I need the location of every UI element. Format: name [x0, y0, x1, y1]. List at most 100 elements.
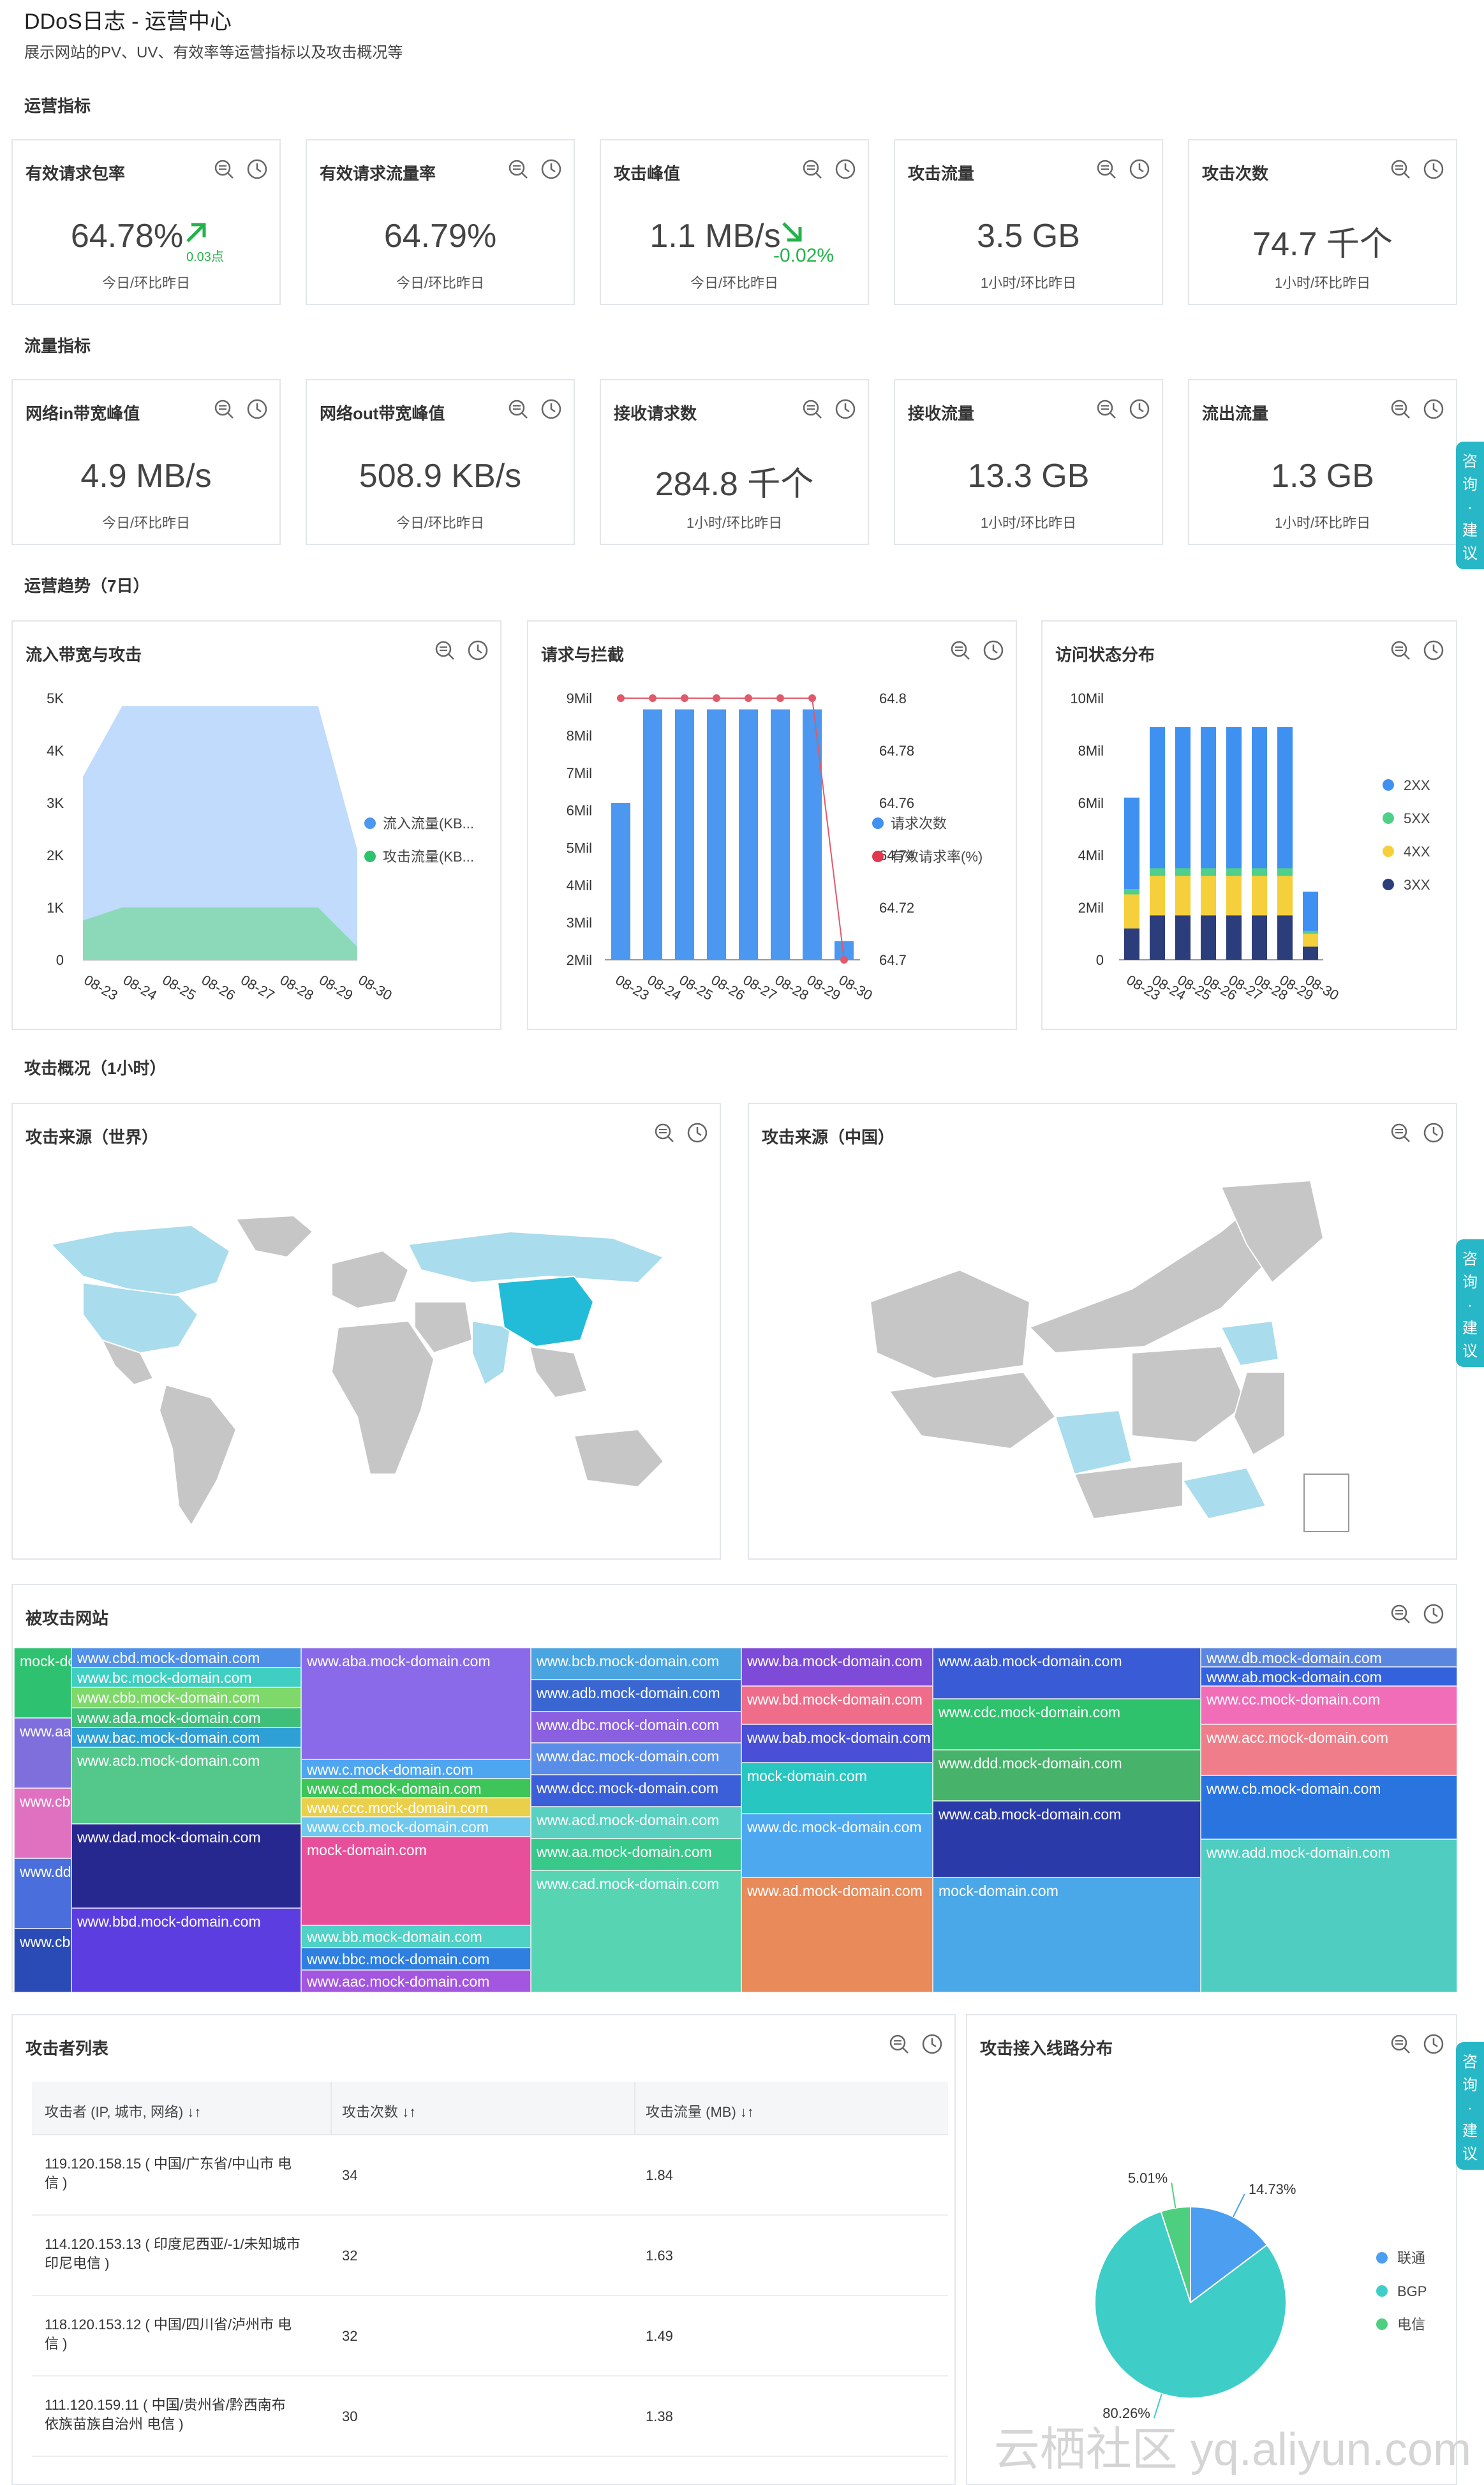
- search-list-icon[interactable]: [1390, 158, 1411, 180]
- treemap-cell[interactable]: www.aad.mock-domain.com: [14, 1718, 71, 1788]
- clock-icon[interactable]: [1423, 1603, 1444, 1625]
- treemap-cell[interactable]: www.cba.mock-domain.com: [14, 1788, 71, 1858]
- treemap-cell[interactable]: www.cb.mock-domain.com: [1201, 1775, 1457, 1839]
- treemap-cell[interactable]: www.cad.mock-domain.com: [531, 1870, 741, 1992]
- attackers-title: 攻击者列表: [26, 2039, 109, 2058]
- search-list-icon[interactable]: [1390, 398, 1411, 420]
- clock-icon[interactable]: [835, 158, 856, 180]
- treemap-cell[interactable]: www.cbd.mock-domain.com: [71, 1648, 301, 1668]
- treemap-cell[interactable]: www.add.mock-domain.com: [1201, 1839, 1457, 1992]
- stacked-bar-segment: [1150, 868, 1165, 876]
- search-list-icon[interactable]: [1390, 639, 1411, 661]
- treemap-cell[interactable]: www.dac.mock-domain.com: [531, 1743, 741, 1775]
- treemap-cell[interactable]: www.cbb.mock-domain.com: [71, 1687, 301, 1708]
- search-list-icon[interactable]: [213, 398, 235, 420]
- treemap-cell[interactable]: www.cd.mock-domain.com: [301, 1778, 531, 1798]
- y-tick-label: 6Mil: [1078, 795, 1104, 811]
- treemap-cell[interactable]: www.cdc.mock-domain.com: [933, 1699, 1201, 1750]
- treemap-cell[interactable]: www.cab.mock-domain.com: [933, 1801, 1201, 1877]
- treemap-cell[interactable]: www.dad.mock-domain.com: [71, 1824, 301, 1908]
- y-tick-label: 6Mil: [567, 803, 592, 819]
- treemap-cell[interactable]: www.ab.mock-domain.com: [1201, 1667, 1457, 1686]
- clock-icon[interactable]: [1423, 398, 1444, 420]
- th-count[interactable]: 攻击次数 ↓↑: [332, 2082, 635, 2135]
- treemap-cell[interactable]: www.dbc.mock-domain.com: [531, 1711, 741, 1743]
- kpi-value: 4.9 MB/s: [80, 458, 212, 495]
- treemap-cell[interactable]: www.acb.mock-domain.com: [71, 1747, 301, 1824]
- map-middle-east: [414, 1301, 473, 1354]
- treemap-cell[interactable]: www.bd.mock-domain.com: [741, 1686, 933, 1724]
- feedback-tab[interactable]: 咨询 · 建议: [1456, 1239, 1484, 1367]
- search-list-icon[interactable]: [949, 639, 971, 661]
- treemap-cell[interactable]: www.aba.mock-domain.com: [301, 1648, 531, 1759]
- clock-icon[interactable]: [921, 2033, 943, 2055]
- feedback-tab[interactable]: 咨询 · 建议: [1456, 2042, 1484, 2170]
- clock-icon[interactable]: [1423, 639, 1444, 661]
- treemap-cell[interactable]: mock-domain.com: [301, 1836, 531, 1926]
- treemap-cell[interactable]: www.ccb.mock-domain.com: [301, 1817, 531, 1837]
- treemap-cell[interactable]: www.acc.mock-domain.com: [1201, 1724, 1457, 1775]
- treemap-cell[interactable]: www.dc.mock-domain.com: [741, 1814, 933, 1877]
- treemap-cell[interactable]: www.bb.mock-domain.com: [301, 1925, 531, 1948]
- treemap-cell[interactable]: www.bc.mock-domain.com: [71, 1668, 301, 1688]
- treemap-cell[interactable]: www.cbc.mock-domain.com: [14, 1929, 71, 1992]
- clock-icon[interactable]: [1129, 398, 1150, 420]
- clock-icon[interactable]: [246, 158, 268, 180]
- clock-icon[interactable]: [1423, 2033, 1444, 2055]
- feedback-tab[interactable]: 咨询 · 建议: [1456, 442, 1484, 569]
- treemap-cell[interactable]: www.acd.mock-domain.com: [531, 1806, 741, 1839]
- treemap-cell[interactable]: www.aab.mock-domain.com: [933, 1648, 1201, 1699]
- treemap-cell[interactable]: www.bac.mock-domain.com: [71, 1727, 301, 1747]
- treemap-cell[interactable]: mock-domain.com: [14, 1648, 71, 1718]
- search-list-icon[interactable]: [213, 158, 235, 180]
- treemap-cell[interactable]: www.adb.mock-domain.com: [531, 1679, 741, 1712]
- treemap-cell[interactable]: www.ada.mock-domain.com: [71, 1707, 301, 1728]
- clock-icon[interactable]: [1423, 1122, 1444, 1144]
- th-traffic[interactable]: 攻击流量 (MB) ↓↑: [646, 2104, 754, 2120]
- treemap-cell[interactable]: www.ad.mock-domain.com: [741, 1877, 933, 1992]
- treemap-cell[interactable]: www.bab.mock-domain.com: [741, 1724, 933, 1763]
- clock-icon[interactable]: [540, 398, 562, 420]
- treemap-cell[interactable]: www.ba.mock-domain.com: [741, 1648, 933, 1686]
- table-row[interactable]: 111.120.159.11 ( 中国/贵州省/黔西南布 依族苗族自治州 电信 )…: [32, 2377, 948, 2457]
- clock-icon[interactable]: [467, 639, 489, 661]
- clock-icon[interactable]: [1423, 158, 1444, 180]
- treemap-cell[interactable]: www.c.mock-domain.com: [301, 1759, 531, 1779]
- clock-icon[interactable]: [686, 1122, 708, 1144]
- clock-icon[interactable]: [835, 398, 856, 420]
- treemap-cell[interactable]: www.aac.mock-domain.com: [301, 1970, 531, 1992]
- clock-icon[interactable]: [540, 158, 562, 180]
- search-list-icon[interactable]: [1095, 398, 1117, 420]
- treemap-cell[interactable]: www.bcb.mock-domain.com: [531, 1648, 741, 1680]
- table-row[interactable]: 114.120.153.13 ( 印度尼西亚/-1/未知城市 印尼电信 ) 32 1.…: [32, 2216, 948, 2296]
- search-list-icon[interactable]: [888, 2033, 910, 2055]
- clock-icon[interactable]: [1129, 158, 1150, 180]
- search-list-icon[interactable]: [801, 158, 823, 180]
- search-list-icon[interactable]: [434, 639, 456, 661]
- clock-icon[interactable]: [983, 639, 1004, 661]
- search-list-icon[interactable]: [507, 158, 529, 180]
- treemap-cell[interactable]: mock-domain.com: [933, 1877, 1201, 1992]
- search-list-icon[interactable]: [1390, 1603, 1411, 1625]
- treemap-cell[interactable]: www.bbd.mock-domain.com: [71, 1908, 301, 1992]
- search-list-icon[interactable]: [801, 398, 823, 420]
- search-list-icon[interactable]: [1095, 158, 1117, 180]
- table-row[interactable]: 119.120.158.15 ( 中国/广东省/中山市 电信 ) 34 1.84: [32, 2135, 948, 2216]
- treemap-cell[interactable]: www.ccc.mock-domain.com: [301, 1798, 531, 1817]
- treemap-cell[interactable]: mock-domain.com: [741, 1763, 933, 1814]
- treemap-cell[interactable]: www.db.mock-domain.com: [1201, 1648, 1457, 1667]
- lines-card: 攻击接入线路分布 14.73% 80.26% 5.01% 联通 BGP 电信: [966, 2014, 1457, 2485]
- search-list-icon[interactable]: [1390, 1122, 1411, 1144]
- treemap-cell[interactable]: www.dda.mock-domain.com: [14, 1858, 71, 1929]
- search-list-icon[interactable]: [507, 398, 529, 420]
- treemap-cell[interactable]: www.ddd.mock-domain.com: [933, 1750, 1201, 1801]
- treemap-cell[interactable]: www.aa.mock-domain.com: [531, 1838, 741, 1870]
- treemap-cell[interactable]: www.bbc.mock-domain.com: [301, 1948, 531, 1971]
- treemap-cell[interactable]: www.dcc.mock-domain.com: [531, 1775, 741, 1807]
- table-row[interactable]: 118.120.153.12 ( 中国/四川省/泸州市 电信 ) 32 1.49: [32, 2296, 948, 2377]
- search-list-icon[interactable]: [653, 1122, 675, 1144]
- th-attacker[interactable]: 攻击者 (IP, 城市, 网络) ↓↑: [32, 2082, 332, 2135]
- clock-icon[interactable]: [246, 398, 268, 420]
- search-list-icon[interactable]: [1390, 2033, 1411, 2055]
- treemap-cell[interactable]: www.cc.mock-domain.com: [1201, 1686, 1457, 1724]
